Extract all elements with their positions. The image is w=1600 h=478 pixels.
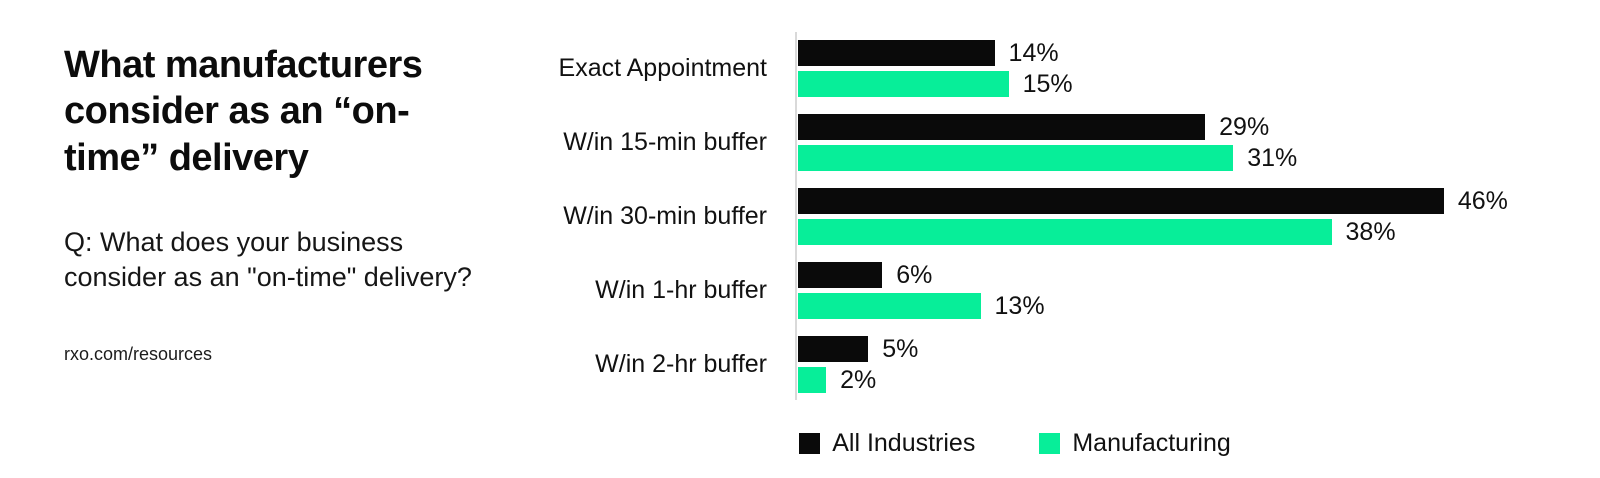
- y-axis-line: [795, 32, 797, 400]
- legend-swatch-all-industries: [799, 433, 821, 454]
- bar-line: 15%: [798, 69, 1500, 98]
- bar-line: 13%: [798, 291, 1500, 320]
- all-industries-bar: [798, 336, 869, 362]
- bar-chart: Exact Appointment 14% 15% W/in 15-min buffe…: [530, 32, 1508, 458]
- value-label: 5%: [882, 334, 919, 363]
- legend-item-all-industries: All Industries: [799, 429, 975, 458]
- category-label: W/in 1-hr buffer: [595, 276, 767, 304]
- chart-legend: All Industries Manufacturing: [530, 429, 1500, 458]
- chart-row: Exact Appointment 14% 15%: [530, 38, 1500, 98]
- chart-rows: Exact Appointment 14% 15% W/in 15-min buffe…: [530, 32, 1508, 400]
- category-label: W/in 30-min buffer: [563, 202, 767, 230]
- bar-group: 29% 31%: [795, 112, 1500, 172]
- value-label: 13%: [994, 291, 1045, 320]
- legend-swatch-manufacturing: [1039, 433, 1061, 454]
- bar-group: 6% 13%: [795, 260, 1500, 320]
- bar-group: 5% 2%: [795, 334, 1500, 394]
- category-label: W/in 15-min buffer: [563, 128, 767, 156]
- all-industries-bar: [798, 188, 1444, 214]
- value-label: 29%: [1219, 112, 1270, 141]
- all-industries-bar: [798, 40, 995, 66]
- bar-line: 2%: [798, 365, 1500, 394]
- legend-label: All Industries: [832, 429, 976, 457]
- page-title: What manufacturers consider as an “on-ti…: [64, 44, 423, 179]
- bar-group: 46% 38%: [795, 187, 1508, 246]
- legend-item-manufacturing: Manufacturing: [1039, 429, 1231, 458]
- bar-line: 46%: [798, 187, 1508, 215]
- all-industries-bar: [798, 262, 883, 288]
- value-label: 15%: [1022, 69, 1073, 98]
- chart-row: W/in 30-min buffer 46% 38%: [530, 187, 1508, 246]
- bar-line: 5%: [798, 334, 1500, 363]
- manufacturing-bar: [798, 71, 1009, 97]
- legend-label: Manufacturing: [1072, 429, 1231, 457]
- value-label: 14%: [1008, 38, 1059, 67]
- bar-line: 31%: [798, 143, 1500, 172]
- manufacturing-bar: [798, 219, 1332, 245]
- source-url: rxo.com/resources: [64, 344, 213, 365]
- manufacturing-bar: [798, 293, 981, 319]
- category-label: Exact Appointment: [558, 54, 767, 82]
- manufacturing-bar: [798, 145, 1234, 171]
- chart-row: W/in 1-hr buffer 6% 13%: [530, 260, 1500, 320]
- manufacturing-bar: [798, 367, 827, 393]
- survey-question: Q: What does your business consider as a…: [64, 227, 472, 292]
- bar-line: 14%: [798, 38, 1500, 67]
- chart-row: W/in 15-min buffer 29% 31%: [530, 112, 1500, 172]
- left-panel: What manufacturers consider as an “on-ti…: [64, 42, 494, 365]
- value-label: 2%: [840, 365, 877, 394]
- value-label: 6%: [896, 260, 933, 289]
- bar-line: 38%: [798, 217, 1500, 246]
- value-label: 38%: [1345, 217, 1396, 246]
- all-industries-bar: [798, 114, 1206, 140]
- chart-row: W/in 2-hr buffer 5% 2%: [530, 334, 1500, 394]
- bar-line: 6%: [798, 260, 1500, 289]
- value-label: 31%: [1247, 143, 1298, 172]
- category-label: W/in 2-hr buffer: [595, 350, 767, 378]
- bar-line: 29%: [798, 112, 1500, 141]
- value-label: 46%: [1457, 186, 1508, 215]
- bar-group: 14% 15%: [795, 38, 1500, 98]
